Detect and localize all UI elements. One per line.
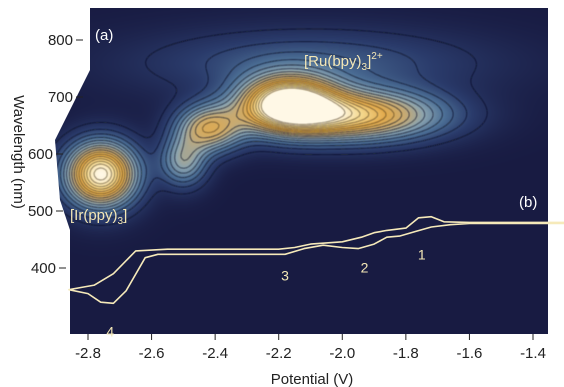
x-tick-label-0: -2.8 [75,345,101,362]
x-tick-label-2: -2.4 [202,345,228,362]
wave-label-3: 3 [281,268,289,284]
contour-line-14 [89,86,353,185]
y-tick-label-3: 700 [48,89,73,106]
x-tick-label-5: -1.8 [393,345,419,362]
contour-line-2 [56,51,454,215]
x-axis-title: Potential (V) [271,371,354,387]
peak-label-ir: [Ir(ppy)3] [70,207,127,227]
x-tick-label-1: -2.6 [139,345,165,362]
contour-line-12 [83,83,370,190]
contour-line-9 [76,78,395,197]
heatmap-image [55,8,548,334]
peak-label-ru-tail: ] [367,53,371,70]
contour-lines [55,28,488,226]
y-axis-title: Wavelength (nm) [10,95,27,209]
contour-line-13 [86,84,361,188]
peak-label-ir-main: [Ir(ppy) [70,207,118,224]
y-tick-label-4: 800 [48,32,73,49]
contour-line-10 [78,79,387,195]
contour-line-3 [60,59,443,211]
y-tick-label-0: 400 [31,260,56,277]
wave-labels: 1 2 3 4 [106,246,426,339]
peak-label-ru-main: [Ru(bpy) [304,53,362,70]
x-tick-label-3: -2.2 [266,345,292,362]
contour-line-7 [71,73,410,201]
contour-line-4 [63,64,434,208]
peak-label-ir-sub: 3 [118,216,124,227]
y-tick-label-2: 600 [28,146,53,163]
contour-line-5 [66,68,426,206]
cv-curve-layer [68,215,564,305]
wave-label-1: 1 [418,246,426,262]
wave-label-4: 4 [106,323,114,339]
panel-label-b: (b) [519,194,537,211]
peak-label-ir-tail: ] [123,207,127,224]
cv-curve [68,215,564,305]
contour-line-11 [81,81,378,192]
contour-line-0 [55,28,488,226]
peak-label-ru: [Ru(bpy)3]2+ [304,51,383,73]
panel-label-a: (a) [95,27,113,44]
peak-label-ru-sup: 2+ [371,51,383,62]
x-tick-label-6: -1.6 [456,345,482,362]
x-tick-label-7: -1.4 [520,345,546,362]
x-tick-label-4: -2.0 [329,345,355,362]
y-tick-label-1: 500 [28,203,53,220]
axes: -2.8 -2.6 -2.4 -2.2 -2.0 -1.8 -1.6 -1.4 400 500 60… [28,32,546,362]
contour-line-15 [93,87,346,181]
contour-line-8 [73,76,402,199]
wave-label-2: 2 [361,260,369,276]
peak-label-ru-sub: 3 [362,62,368,73]
contour-line-6 [68,71,418,203]
heatmap-surface [55,8,548,334]
